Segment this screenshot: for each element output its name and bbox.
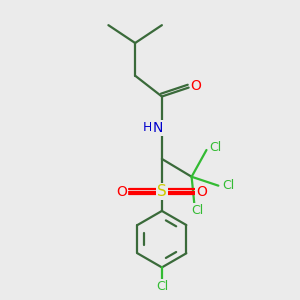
Text: Cl: Cl	[223, 179, 235, 192]
Text: Cl: Cl	[191, 204, 204, 218]
Text: O: O	[196, 184, 208, 199]
Text: H: H	[142, 121, 152, 134]
Text: O: O	[116, 184, 127, 199]
Text: N: N	[152, 121, 163, 135]
Text: Cl: Cl	[209, 140, 221, 154]
Text: O: O	[190, 79, 202, 93]
Text: S: S	[157, 184, 167, 199]
Text: Cl: Cl	[156, 280, 168, 293]
